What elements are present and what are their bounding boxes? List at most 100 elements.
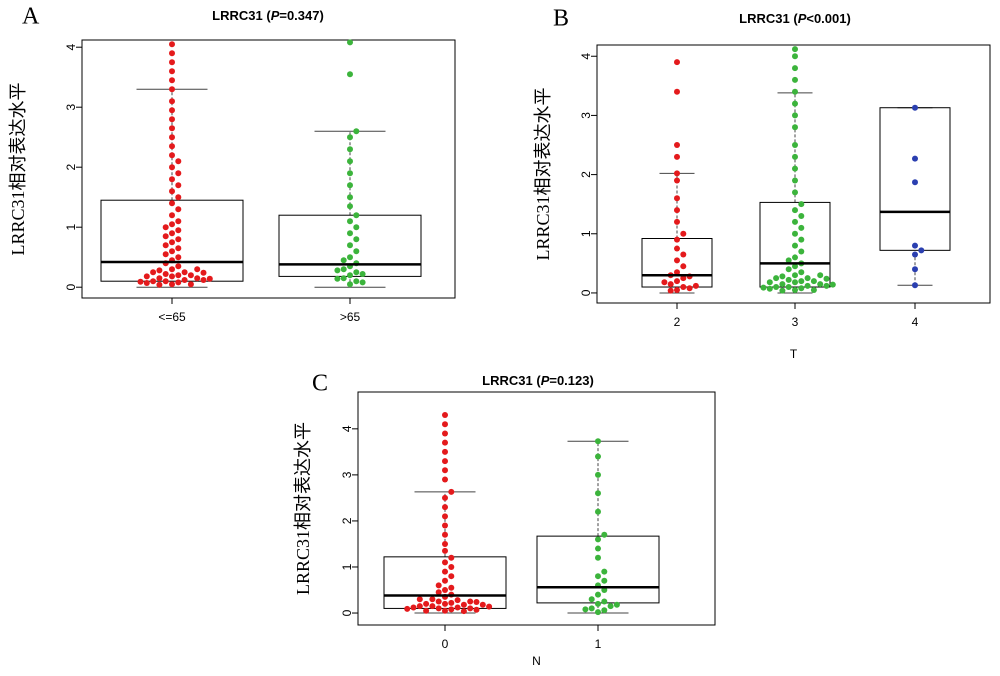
point [912,242,918,249]
point [785,276,792,283]
point [601,577,608,584]
point [479,601,486,608]
point [785,284,792,291]
point [353,278,360,285]
point [448,488,455,495]
point [156,281,163,288]
point [607,603,614,610]
point [169,164,175,171]
point [169,239,175,246]
point [442,439,448,446]
y-tick-label: 0 [64,284,78,291]
y-tick-label: 4 [579,53,593,60]
point [798,248,805,255]
title-part: P [798,11,807,26]
point [334,275,341,282]
point [674,278,680,285]
point [169,134,175,141]
point [792,88,798,95]
point [442,577,448,584]
title-part: LRRC31 ( [482,373,541,388]
x-axis-label: N [532,654,541,668]
point [798,278,805,285]
x-tick-label: 2 [674,315,681,329]
point [613,601,620,608]
point [169,125,175,132]
y-tick-label: 4 [64,44,78,51]
point [175,263,182,270]
point [175,245,182,252]
point [353,128,360,135]
point [442,412,448,419]
point [460,601,467,608]
point [347,194,353,201]
x-tick-label: >65 [340,310,361,324]
point [680,275,687,282]
point [175,158,182,165]
point [798,236,805,243]
title-part: =0.347) [279,8,323,23]
point [792,218,798,225]
point [785,257,792,264]
point [175,218,182,225]
point [347,170,353,177]
point [347,158,353,165]
point [792,100,798,107]
point [792,189,798,196]
point [686,285,693,292]
point [175,227,182,234]
point [792,272,798,279]
point [448,599,455,606]
point [595,554,601,561]
point [169,152,175,159]
point [169,86,175,93]
y-axis-label: LRRC31相对表达水平 [533,87,553,260]
point [912,282,918,289]
title-part: =0.123) [549,373,593,388]
title-part: P [541,373,550,388]
y-tick-label: 1 [340,563,354,570]
point [150,278,157,285]
point [798,201,805,208]
point [912,251,918,258]
point [804,282,811,289]
point [442,467,448,474]
title-part: LRRC31 ( [212,8,271,23]
point [595,536,601,543]
point [792,242,798,249]
y-tick-label: 3 [64,104,78,111]
point [347,39,353,46]
point [601,587,608,594]
point [798,285,805,292]
point [448,563,455,570]
point [674,170,680,177]
point [175,182,182,189]
point [347,272,353,279]
point [674,207,680,214]
point [674,177,680,184]
point [416,596,423,603]
point [442,476,448,483]
point [773,275,780,282]
point [674,236,680,243]
point [595,453,601,460]
point [162,224,169,231]
point [588,596,595,603]
point [162,251,169,258]
y-tick-label: 1 [64,224,78,231]
box [879,107,951,251]
point [661,279,668,286]
point [680,263,687,270]
point [667,281,674,288]
point [410,604,417,611]
point [792,286,798,293]
point [792,207,798,214]
point [798,269,805,276]
y-axis-label: LRRC31相对表达水平 [293,422,313,595]
point [175,279,182,286]
point [473,598,480,605]
point [680,230,687,237]
point [442,607,448,614]
point [454,604,461,611]
point [792,142,798,149]
